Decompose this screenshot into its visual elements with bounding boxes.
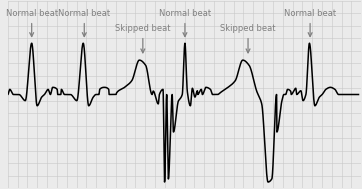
Text: Normal beat: Normal beat [159,9,211,18]
Text: Normal beat: Normal beat [284,9,336,18]
Text: Skipped beat: Skipped beat [115,24,171,33]
Text: Skipped beat: Skipped beat [220,24,276,33]
Text: Normal beat: Normal beat [58,9,110,18]
Text: Normal beat: Normal beat [6,9,58,18]
